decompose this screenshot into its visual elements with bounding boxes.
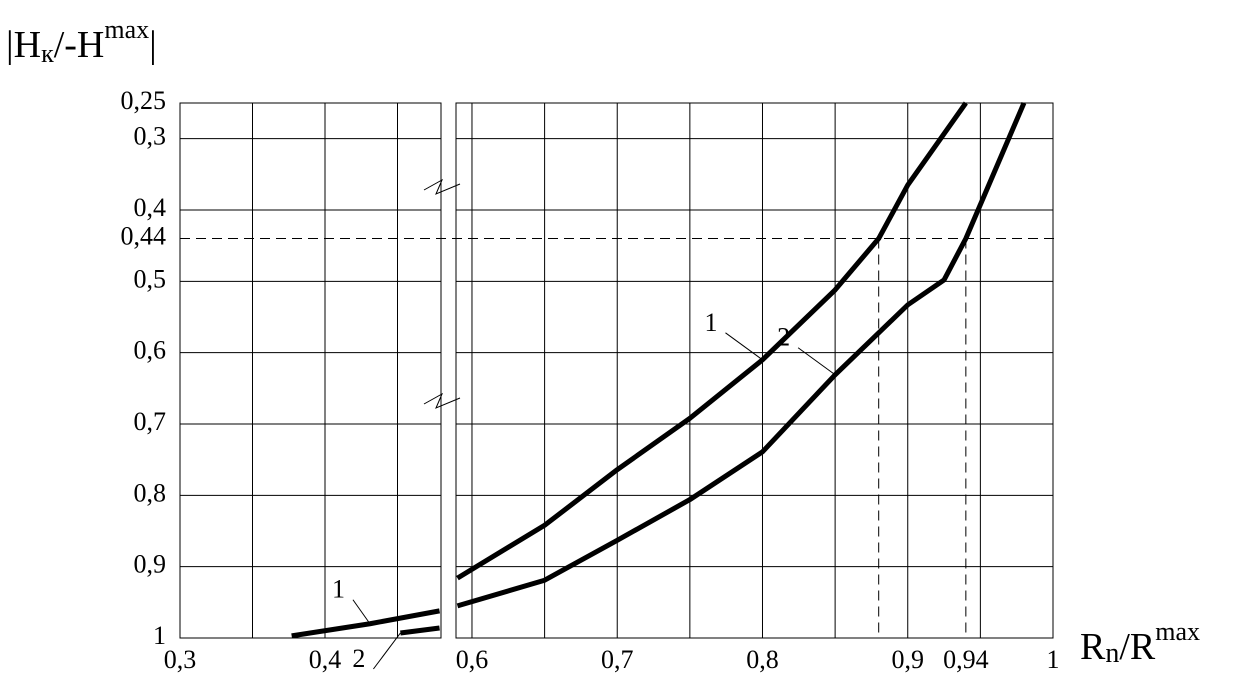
x-tick-label: 0,3 — [164, 645, 197, 674]
break-mark — [423, 178, 461, 195]
curve — [400, 625, 440, 636]
curve — [456, 102, 1027, 609]
x-tick-label: 0,7 — [601, 645, 634, 674]
x-axis-label-part: n — [1105, 638, 1119, 669]
curve-label: 1 — [332, 575, 345, 604]
y-axis-label-part: max — [104, 15, 149, 44]
x-tick-label: 0,94 — [943, 645, 989, 674]
x-axis-label: Rn/Rmax — [1080, 617, 1200, 669]
axis-break — [423, 178, 461, 409]
y-tick-label: 0,9 — [134, 550, 167, 579]
leader-line — [372, 632, 401, 670]
leader-line — [725, 332, 763, 361]
y-axis-label-part: |H — [6, 24, 41, 66]
y-tick-label: 0,7 — [134, 407, 167, 436]
y-axis-label-part: к — [41, 39, 54, 68]
y-tick-label: 0,5 — [134, 264, 167, 293]
y-tick-label: 0,4 — [134, 193, 167, 222]
y-tick-label: 0,25 — [121, 86, 167, 115]
x-tick-label: 1 — [1047, 645, 1060, 674]
x-tick-label: 0,4 — [309, 645, 342, 674]
y-axis-label-part: /-H — [54, 24, 105, 66]
leader-line — [352, 599, 371, 625]
break-mark — [423, 392, 461, 409]
y-tick-label: 0,8 — [134, 478, 167, 507]
plot-frame — [455, 102, 1054, 639]
x-tick-label: 0,6 — [456, 645, 489, 674]
curve — [456, 101, 968, 581]
x-axis-label-part: max — [1155, 617, 1200, 646]
x-tick-label: 0,8 — [746, 645, 779, 674]
x-tick-label: 0,9 — [891, 645, 924, 674]
y-tick-label: 0,6 — [134, 336, 167, 365]
x-axis-label-part: /R — [1119, 626, 1156, 668]
x-axis-label-part: R — [1080, 626, 1106, 668]
leader-line — [797, 347, 836, 376]
y-axis-label: |Hк/-Hmax| — [6, 15, 157, 68]
curve-label: 2 — [777, 323, 790, 352]
curve-label: 1 — [704, 308, 717, 337]
y-tick-label: 1 — [153, 621, 166, 650]
plot-frame — [179, 102, 442, 639]
y-axis-label-part: | — [149, 24, 157, 66]
y-tick-label: 0,3 — [134, 122, 167, 151]
y-tick-label: 0,44 — [121, 222, 167, 251]
curve-label: 2 — [352, 644, 365, 673]
